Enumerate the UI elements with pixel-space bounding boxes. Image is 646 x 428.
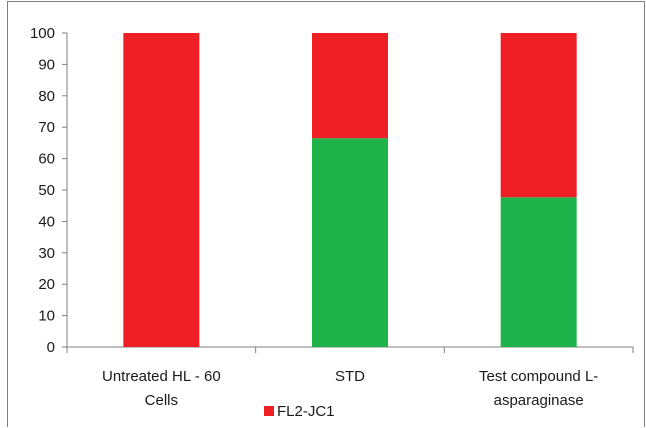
y-axis: 0 10 20 30 40 50 60 70 80 90 100 (30, 25, 68, 356)
y-tick-label: 60 (38, 151, 55, 168)
legend-label: FL2-JC1 (277, 403, 335, 420)
x-axis: Untreated HL - 60 Cells STD Test compound L… (66, 346, 634, 409)
legend-swatch (264, 406, 274, 416)
bar-segment-series-0 (312, 138, 388, 347)
y-tick-label: 100 (30, 25, 55, 42)
x-category-label: asparaginase (494, 392, 584, 409)
x-category-label: STD (335, 368, 365, 385)
y-tick-label: 40 (38, 213, 55, 230)
x-category-label: Cells (145, 392, 178, 409)
x-category-label: Test compound L- (479, 368, 598, 385)
y-tick-label: 10 (38, 308, 55, 325)
x-category-label: Untreated HL - 60 (102, 368, 221, 385)
y-tick-label: 30 (38, 245, 55, 262)
chart-frame (7, 1, 645, 427)
y-tick-label: 80 (38, 88, 55, 105)
bar-segment-series-0 (500, 197, 577, 347)
bars (123, 33, 577, 347)
y-tick-label: 0 (47, 339, 55, 356)
bar-segment-series-1 (500, 33, 577, 198)
legend: FL2-JC1 (264, 403, 335, 420)
y-tick-label: 90 (38, 56, 55, 73)
y-tick-label: 70 (38, 119, 55, 136)
y-tick-label: 50 (38, 182, 55, 199)
bar-segment-series-1 (123, 33, 200, 347)
y-tick-label: 20 (38, 276, 55, 293)
bar-segment-series-1 (312, 33, 388, 139)
